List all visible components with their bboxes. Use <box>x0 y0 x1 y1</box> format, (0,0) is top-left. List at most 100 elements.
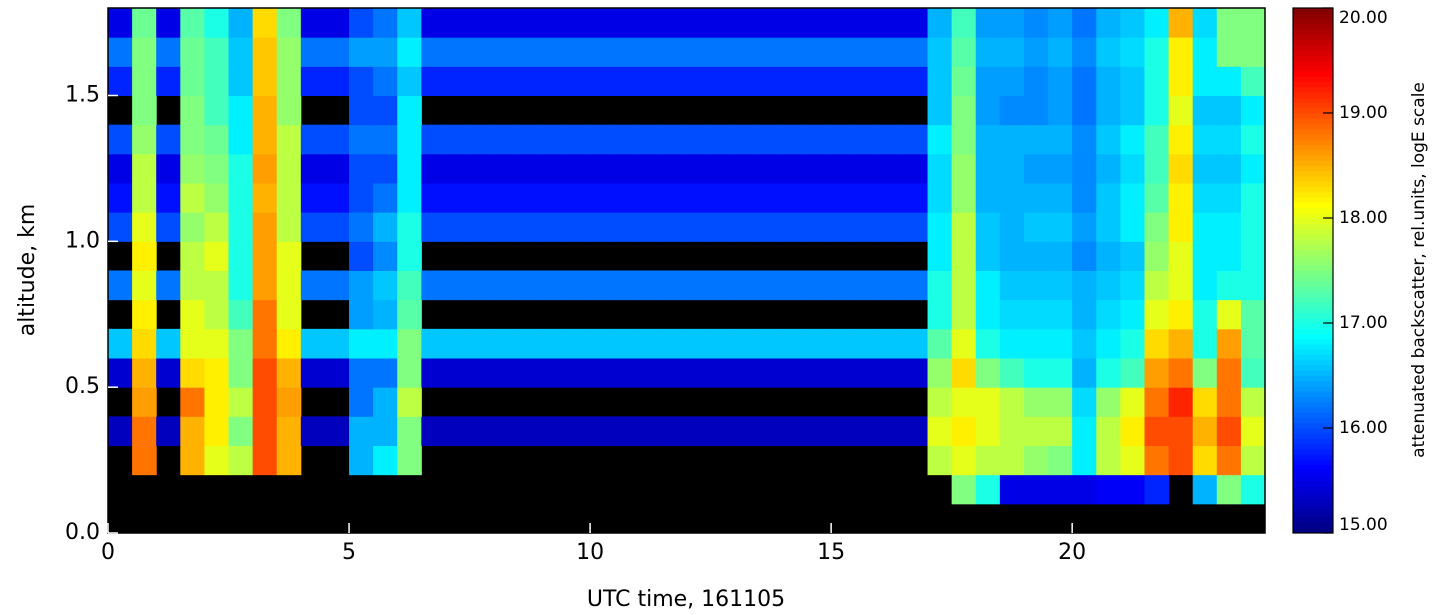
heatmap-cell <box>1144 183 1170 213</box>
heatmap-cell <box>373 445 398 476</box>
colorbar-step <box>1293 454 1333 460</box>
heatmap-cell <box>228 95 254 126</box>
heatmap-cell <box>590 358 615 388</box>
heatmap-cell <box>879 8 904 38</box>
heatmap-cell <box>662 153 687 184</box>
heatmap-cell <box>686 416 712 446</box>
colorbar-step <box>1293 202 1333 208</box>
heatmap-cell <box>879 358 904 388</box>
colorbar-step <box>1293 522 1333 529</box>
heatmap-cell <box>300 416 326 446</box>
heatmap-cell <box>638 66 663 96</box>
heatmap-cell <box>204 416 230 446</box>
heatmap-cell <box>686 212 712 242</box>
heatmap-cell <box>590 124 615 155</box>
heatmap-cell <box>204 183 230 213</box>
heatmap-cell <box>951 66 977 96</box>
heatmap-cell <box>445 358 471 388</box>
heatmap-cell <box>108 358 133 388</box>
heatmap-cell <box>373 66 398 96</box>
heatmap-cell <box>1240 37 1266 67</box>
heatmap-cell <box>927 241 953 271</box>
colorbar-step <box>1293 344 1333 350</box>
heatmap-cell <box>228 328 254 359</box>
heatmap-cell <box>565 328 591 359</box>
heatmap-cell <box>204 299 230 330</box>
heatmap-cell <box>156 212 181 242</box>
heatmap-cell <box>349 358 374 388</box>
y-tick-label: 1.5 <box>65 83 100 108</box>
x-tick-label: 10 <box>576 540 604 565</box>
heatmap-cell <box>1120 358 1145 388</box>
heatmap-cell <box>999 270 1025 301</box>
heatmap-cell <box>156 124 181 155</box>
heatmap-cell <box>541 183 567 213</box>
heatmap-cell <box>132 212 157 242</box>
heatmap-cell <box>421 124 446 155</box>
heatmap-cell <box>638 212 663 242</box>
heatmap-cell <box>975 358 1001 388</box>
heatmap-cell <box>927 387 953 417</box>
colorbar-step <box>1293 307 1333 313</box>
heatmap-cell <box>1072 416 1097 446</box>
heatmap-cell <box>807 8 832 38</box>
heatmap-cell <box>1192 66 1218 96</box>
heatmap-cell <box>710 124 736 155</box>
colorbar-step <box>1293 144 1333 151</box>
heatmap-cell <box>397 124 422 155</box>
heatmap-cell <box>1072 358 1097 388</box>
heatmap-cell <box>951 387 977 417</box>
heatmap-cell <box>1072 8 1097 38</box>
heatmap-cell <box>132 328 157 359</box>
heatmap-cell <box>300 270 326 301</box>
heatmap-cell <box>1048 37 1073 67</box>
heatmap-cell <box>951 270 977 301</box>
heatmap-cell <box>541 153 567 184</box>
heatmap-cell <box>517 8 543 38</box>
heatmap-cell <box>855 416 880 446</box>
heatmap-cell <box>108 270 133 301</box>
colorbar-step <box>1293 407 1333 413</box>
heatmap-cell <box>1120 183 1145 213</box>
heatmap-cell <box>132 358 157 388</box>
heatmap-cell <box>252 387 278 417</box>
heatmap-cell <box>1048 358 1073 388</box>
heatmap-cell <box>349 124 374 155</box>
colorbar-step <box>1293 44 1333 51</box>
heatmap-cell <box>590 183 615 213</box>
heatmap-cell <box>1192 241 1218 271</box>
heatmap-cell <box>300 124 326 155</box>
heatmap-cell <box>951 358 977 388</box>
heatmap-cell <box>276 445 302 476</box>
heatmap-cell <box>252 8 278 38</box>
heatmap-cell <box>1240 328 1266 359</box>
heatmap-cell <box>517 183 543 213</box>
heatmap-cell <box>1120 270 1145 301</box>
heatmap-cell <box>228 66 254 96</box>
heatmap-cell <box>807 416 832 446</box>
heatmap-cell <box>1240 299 1266 330</box>
heatmap-cell <box>541 124 567 155</box>
heatmap-cell <box>541 328 567 359</box>
colorbar-step <box>1293 13 1333 19</box>
heatmap-cell <box>855 270 880 301</box>
heatmap-cell <box>204 8 230 38</box>
heatmap-cell <box>782 153 808 184</box>
heatmap-cell <box>156 328 181 359</box>
heatmap-cell <box>1023 66 1049 96</box>
colorbar-tick-label: 19.00 <box>1339 103 1388 123</box>
heatmap-cell <box>493 37 519 67</box>
heatmap-cell <box>1023 124 1049 155</box>
heatmap-cell <box>927 8 953 38</box>
heatmap-cell <box>517 66 543 96</box>
heatmap-cell <box>903 124 929 155</box>
colorbar-step <box>1293 92 1333 98</box>
heatmap-cell <box>228 37 254 67</box>
heatmap-cell <box>493 358 519 388</box>
heatmap-cell <box>517 124 543 155</box>
heatmap-cell <box>373 183 398 213</box>
heatmap-cell <box>903 153 929 184</box>
heatmap-cell <box>108 153 133 184</box>
heatmap-cell <box>565 416 591 446</box>
heatmap-cell <box>180 445 205 476</box>
